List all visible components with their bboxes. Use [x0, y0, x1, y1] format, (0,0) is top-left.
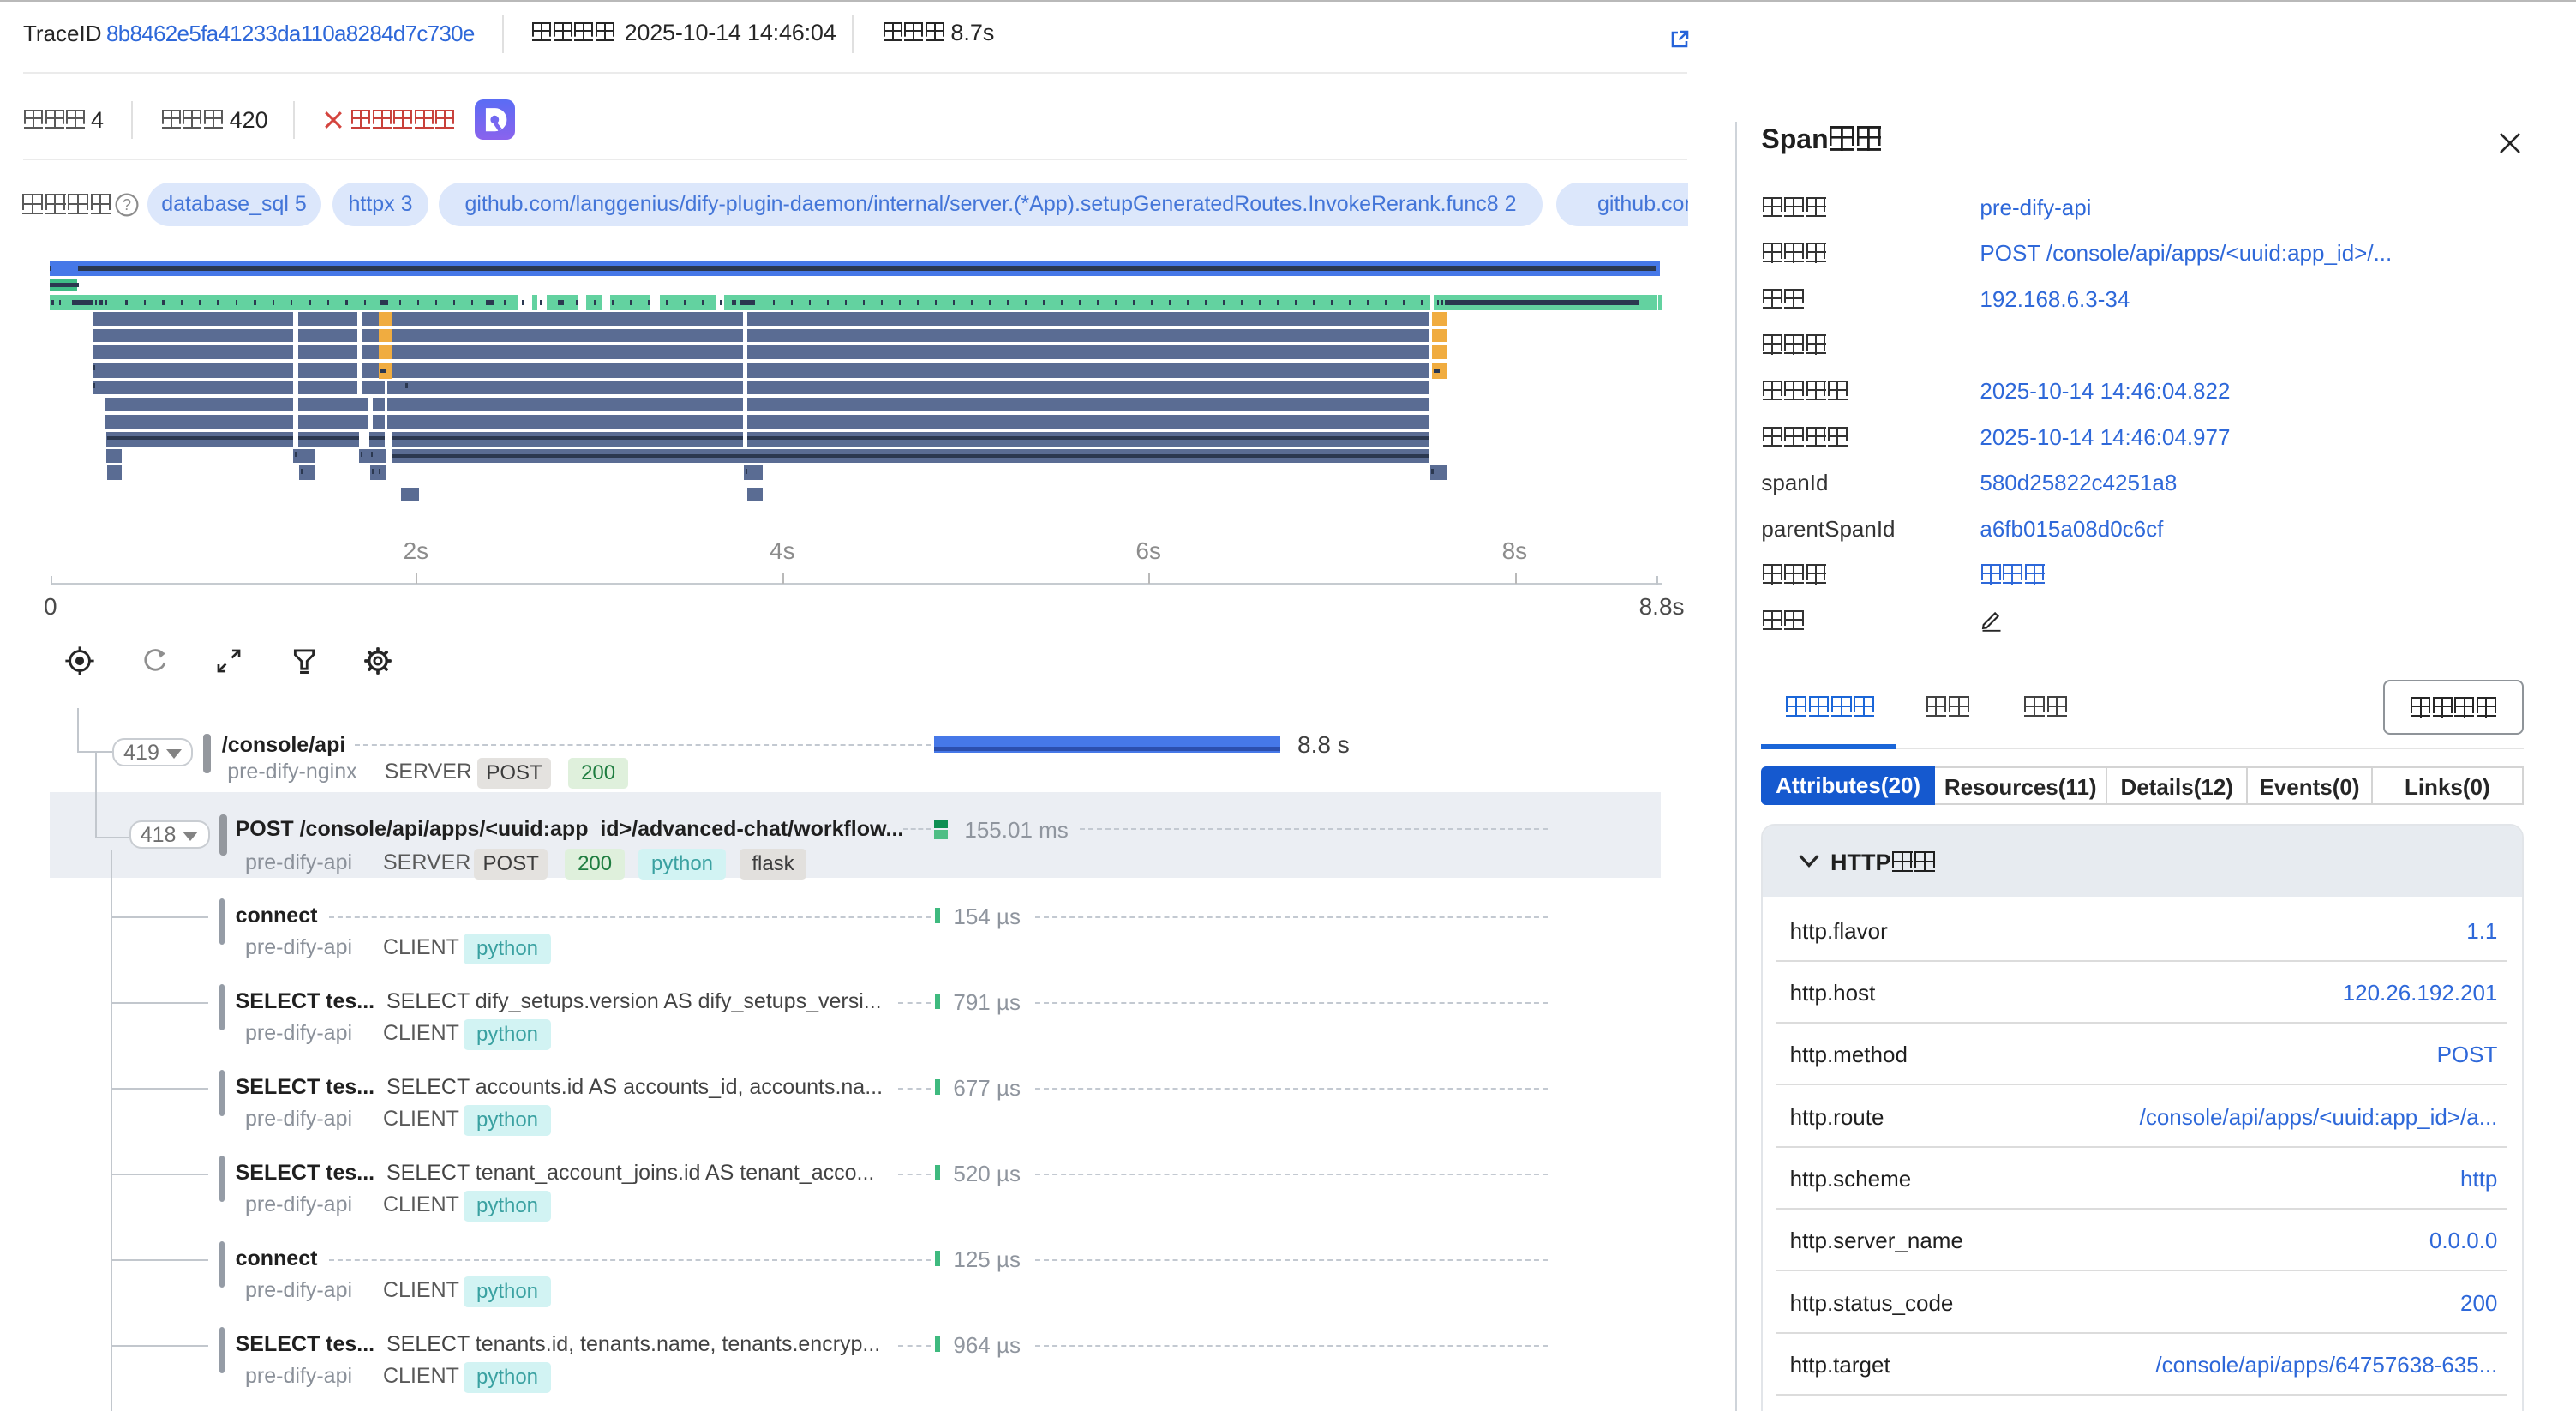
- svg-text:?: ?: [123, 196, 131, 213]
